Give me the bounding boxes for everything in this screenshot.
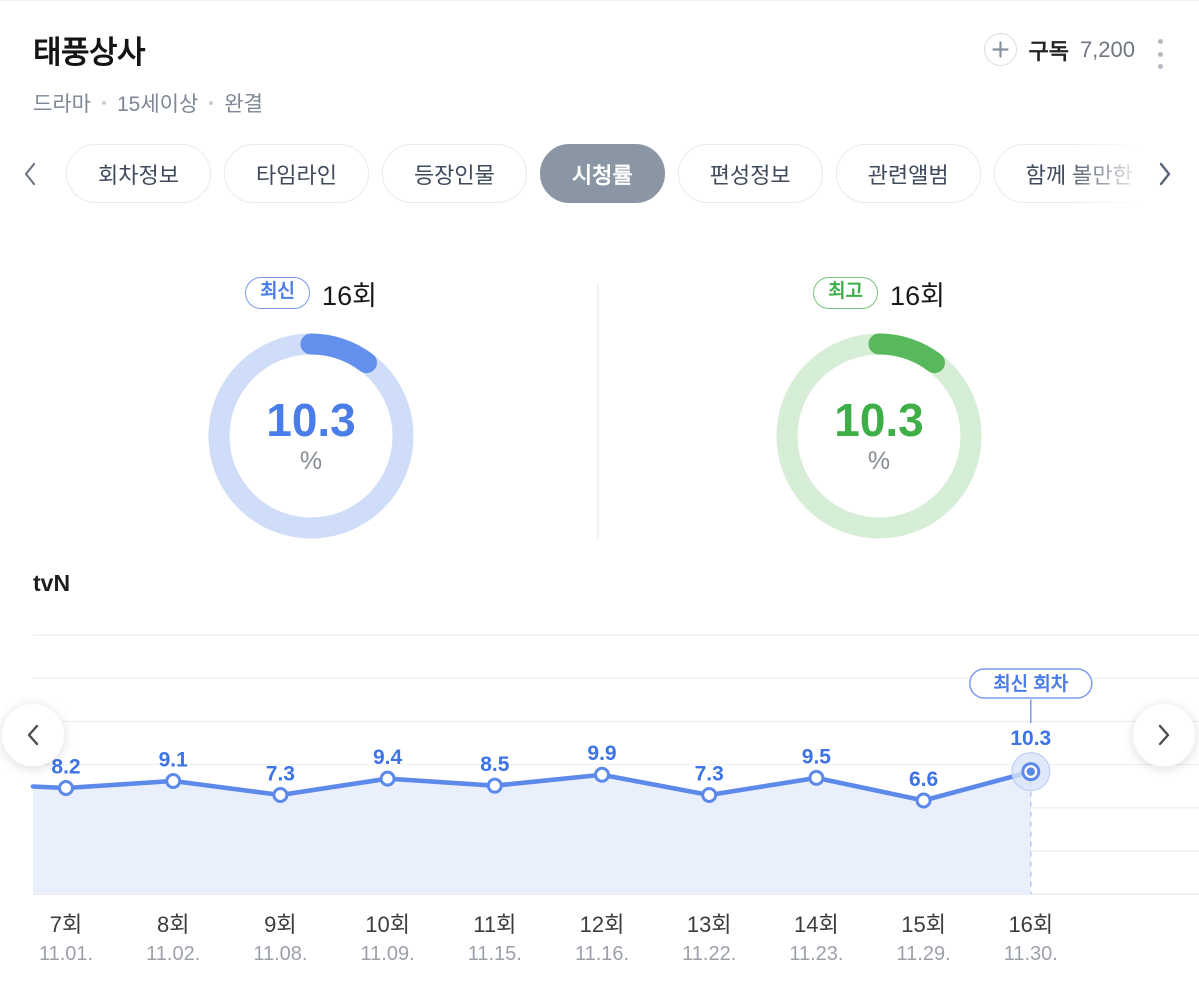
meta-item: 드라마 <box>33 93 91 116</box>
x-axis-episode-label: 13회 <box>687 912 732 937</box>
data-point[interactable] <box>808 769 825 786</box>
latest-rating-header: 최신 16회 <box>111 277 511 311</box>
x-axis-episode-label: 11회 <box>473 912 516 937</box>
data-point[interactable] <box>58 780 74 796</box>
best-donut-center: 10.3 % <box>774 331 984 541</box>
kebab-menu-icon[interactable] <box>1153 37 1167 71</box>
data-point-label: 9.4 <box>373 746 403 769</box>
subscribe-count: 7,200 <box>1079 36 1135 62</box>
donut-arc <box>208 333 414 539</box>
data-point[interactable] <box>701 787 718 804</box>
latest-rating-unit: % <box>299 446 323 475</box>
tab-item-2[interactable]: 타임라인 <box>223 144 369 203</box>
donut-arc <box>776 333 982 539</box>
x-axis-episode-label: 16회 <box>1008 912 1053 937</box>
data-point[interactable] <box>272 787 289 804</box>
tab-fade-overlay <box>1064 140 1199 210</box>
meta-item: 15세이상 <box>116 93 199 116</box>
subscribe-button[interactable]: 구독 7,200 <box>984 33 1135 66</box>
data-point[interactable] <box>915 792 932 809</box>
data-point-label: 9.5 <box>802 745 832 768</box>
data-point-label: 10.3 <box>1010 727 1051 750</box>
best-rating-card: 최고 16회 10.3 % <box>679 277 1079 541</box>
x-axis-date-label: 11.23. <box>789 943 843 965</box>
latest-episode-badge-label: 최신 회차 <box>993 673 1069 695</box>
tab-item-4[interactable]: 시청률 <box>539 144 665 203</box>
donut-svg <box>208 333 414 539</box>
latest-donut-chart: 10.3 % <box>206 331 416 541</box>
best-rating-unit: % <box>867 446 891 475</box>
tab-item-3[interactable]: 등장인물 <box>381 144 527 203</box>
data-point-label: 7.3 <box>695 763 724 786</box>
best-rating-value: 10.3 <box>834 393 924 446</box>
data-point[interactable] <box>486 777 503 794</box>
donut-svg <box>776 333 982 539</box>
channel-label: tvN <box>33 570 71 596</box>
chart-next-button[interactable] <box>1132 703 1196 767</box>
x-axis-date-label: 11.01. <box>39 943 93 965</box>
latest-episode-label: 16회 <box>322 280 377 311</box>
x-axis-episode-label: 15회 <box>901 912 946 937</box>
meta-item: 완결 <box>224 93 263 116</box>
page-title: 태풍상사 <box>33 35 146 70</box>
latest-donut-center: 10.3 % <box>206 331 416 541</box>
chart-prev-button[interactable] <box>1 703 65 767</box>
data-point[interactable] <box>379 770 396 787</box>
vertical-divider <box>597 284 599 539</box>
data-point-label: 9.1 <box>159 748 189 771</box>
plus-icon <box>984 33 1018 66</box>
data-point-label: 8.5 <box>480 753 510 776</box>
x-axis-date-label: 11.09. <box>361 943 415 965</box>
x-axis-date-label: 11.30. <box>1004 943 1058 965</box>
latest-point-dot <box>1026 767 1036 776</box>
x-axis-date-label: 11.15. <box>468 943 522 965</box>
best-rating-header: 최고 16회 <box>679 277 1079 311</box>
x-axis-episode-label: 9회 <box>264 912 296 937</box>
data-point[interactable] <box>594 766 610 783</box>
latest-episode-badge <box>969 668 1093 699</box>
x-axis-episode-label: 12회 <box>580 912 625 937</box>
x-axis-date-label: 11.29. <box>897 943 951 965</box>
tab-item-6[interactable]: 관련앨범 <box>835 144 981 203</box>
tab-item-5[interactable]: 편성정보 <box>677 144 823 203</box>
data-point-label: 7.3 <box>266 763 295 786</box>
best-episode-label: 16회 <box>890 280 945 311</box>
x-axis-date-label: 11.16. <box>575 943 629 965</box>
latest-rating-card: 최신 16회 10.3 % <box>111 277 511 541</box>
chevron-right-icon[interactable] <box>1157 161 1173 192</box>
dot-separator <box>101 101 106 105</box>
tab-item-1[interactable]: 회차정보 <box>66 144 211 203</box>
data-point-label: 8.2 <box>51 756 80 779</box>
best-badge: 최고 <box>813 277 879 309</box>
chevron-left-icon[interactable] <box>22 161 38 192</box>
data-point-label: 6.6 <box>909 768 938 791</box>
best-donut-chart: 10.3 % <box>774 331 984 541</box>
latest-badge: 최신 <box>245 277 311 309</box>
x-axis-episode-label: 7회 <box>50 912 82 937</box>
x-axis-date-label: 11.22. <box>682 943 736 965</box>
x-axis-episode-label: 8회 <box>157 912 189 937</box>
subscribe-label: 구독 <box>1028 38 1069 64</box>
x-axis-date-label: 11.02. <box>146 943 200 965</box>
dot-separator <box>209 101 214 105</box>
x-axis-episode-label: 14회 <box>794 912 839 937</box>
latest-rating-value: 10.3 <box>266 393 356 446</box>
data-point[interactable] <box>165 772 182 789</box>
data-point-label: 9.9 <box>587 742 616 765</box>
x-axis-episode-label: 10회 <box>365 912 410 937</box>
program-meta: 드라마 15세이상 완결 <box>33 88 263 118</box>
trend-chart: 8.2 9.1 7.3 9.4 8.5 9.9 7.3 9.5 6.6 10.3 최신 회차 7회 11… <box>30 634 1199 965</box>
x-axis-date-label: 11.08. <box>253 943 307 965</box>
